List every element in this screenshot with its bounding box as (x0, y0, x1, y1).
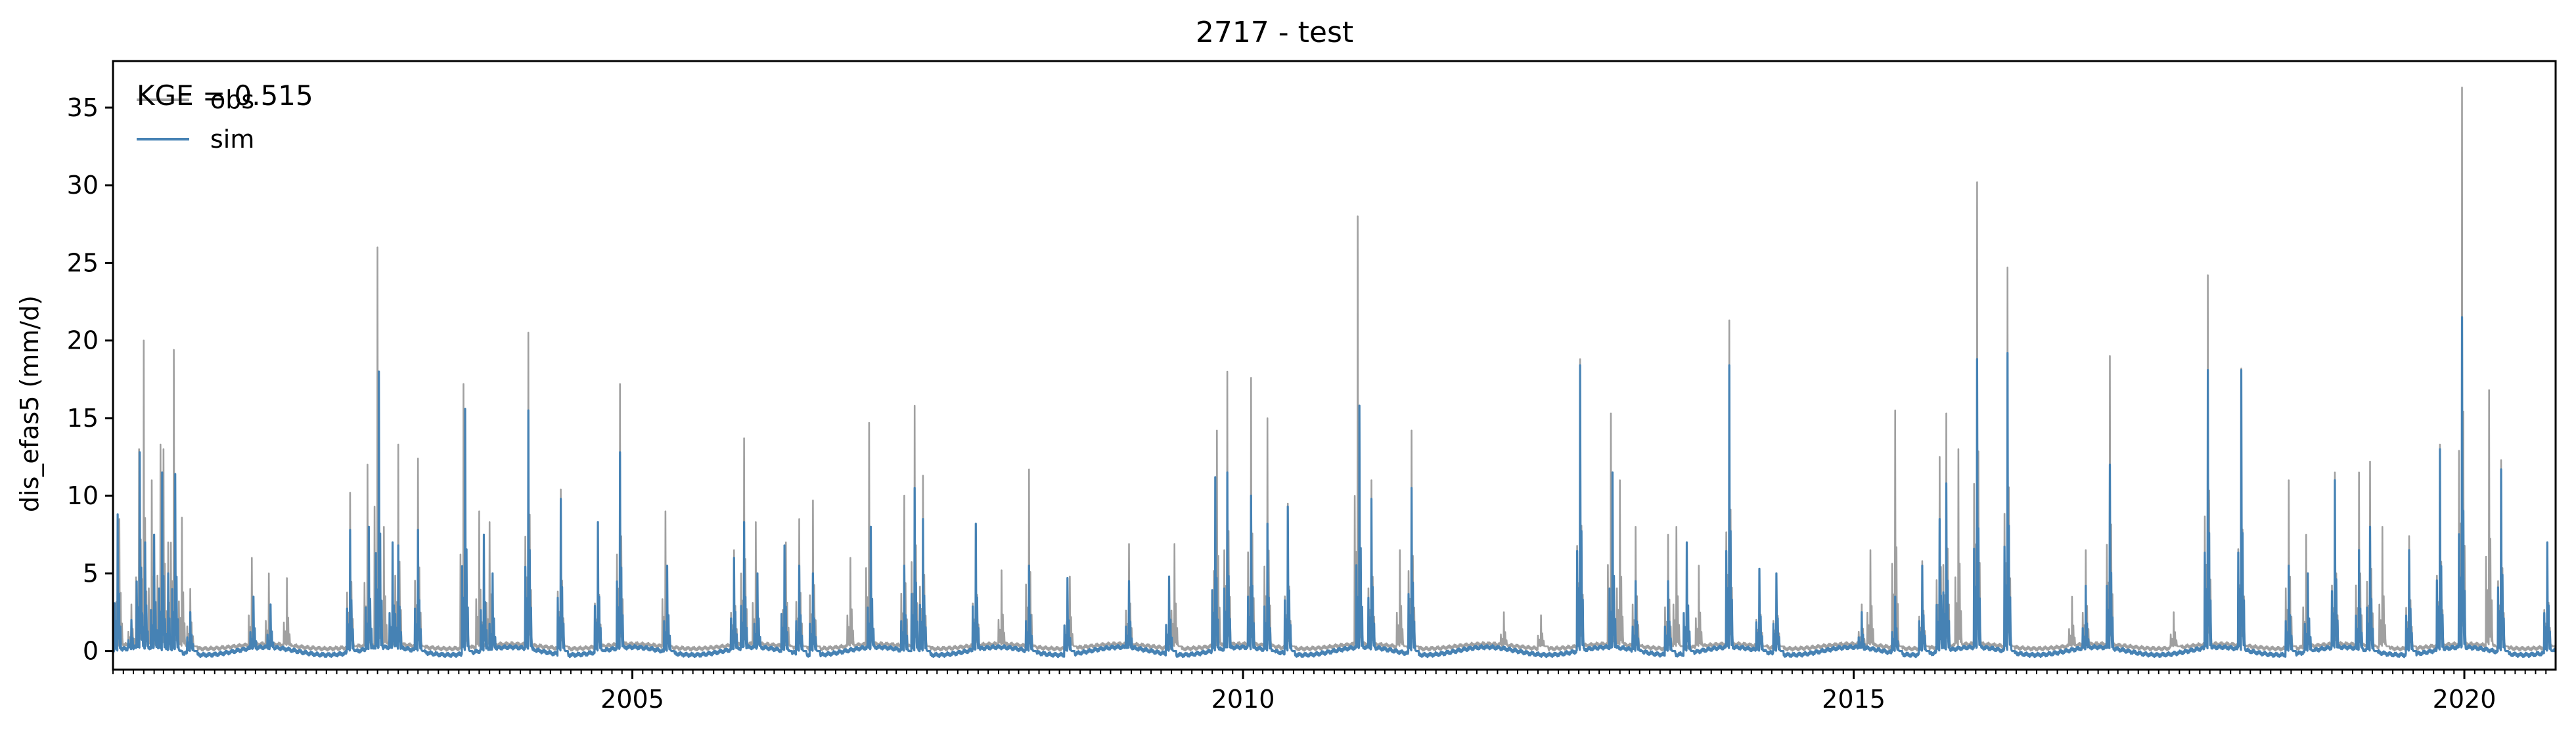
series-line-sim (112, 316, 2557, 658)
x-axis: 2005 2010 2015 2020 (112, 670, 2547, 714)
y-tick-label-20: 20 (67, 326, 99, 355)
kge-annotation: KGE = 0.515 (137, 79, 313, 112)
y-tick-label-30: 30 (67, 171, 99, 200)
y-tick-label-35: 35 (67, 93, 99, 122)
legend-label-obs: obs (210, 85, 254, 114)
plot-area (112, 60, 2557, 671)
x-tick-label-2010: 2010 (1211, 685, 1275, 714)
series-layer (112, 86, 2557, 658)
y-tick-label-25: 25 (67, 248, 99, 277)
x-tick-label-2015: 2015 (1822, 685, 1886, 714)
legend: obs sim (137, 85, 254, 154)
x-tick-label-2020: 2020 (2433, 685, 2497, 714)
y-tick-label-15: 15 (67, 404, 99, 433)
y-axis-label: dis_efas5 (mm/d) (15, 295, 44, 512)
y-tick-label-10: 10 (67, 481, 99, 510)
legend-label-sim: sim (210, 125, 254, 154)
y-axis: 0 5 10 15 20 25 30 35 (67, 93, 113, 666)
x-tick-label-2005: 2005 (600, 685, 664, 714)
series-line-obs (112, 86, 2557, 652)
y-tick-label-5: 5 (83, 559, 99, 588)
chart-title: 2717 - test (1196, 16, 1353, 49)
y-tick-label-0: 0 (83, 637, 99, 666)
